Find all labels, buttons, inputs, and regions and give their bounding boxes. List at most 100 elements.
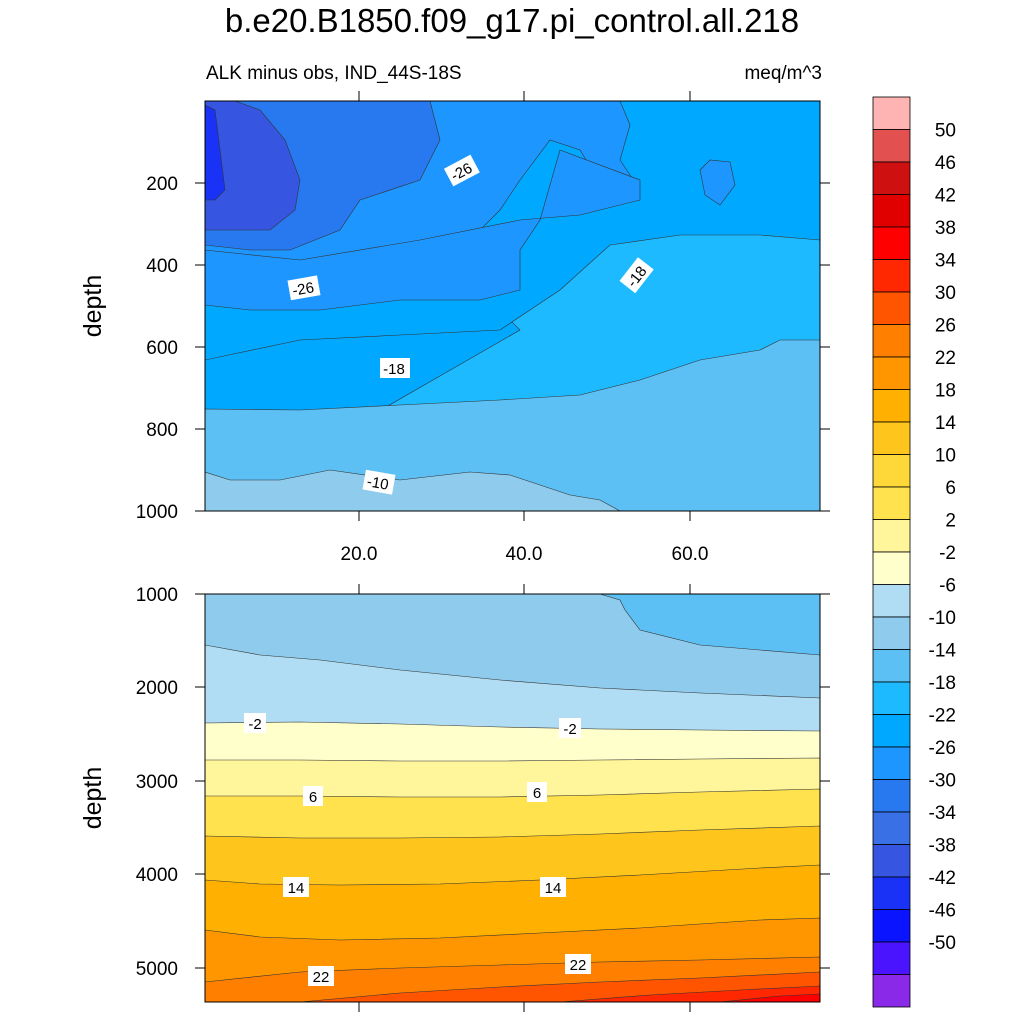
upper-contour-label: -18: [383, 361, 405, 378]
upper-contour-fill-m14: [205, 339, 820, 511]
upper-contour-fill-m10: [205, 469, 621, 511]
upper-contour-fill-m22-isle: [699, 159, 736, 206]
colorbar-label: 2: [945, 511, 956, 532]
lower-contour-label: 14: [545, 880, 562, 897]
colorbar-label: 38: [935, 218, 956, 239]
lower-contour-label: 6: [533, 785, 541, 802]
subtitle-variable: ALK minus obs, IND_44S-18S: [206, 63, 462, 84]
lower-contour-label: -2: [563, 721, 576, 738]
upper-plot-frame: [204, 100, 821, 512]
colorbar-swatch: [872, 876, 911, 910]
colorbar-swatch: [872, 844, 911, 878]
lower-contour-fill-p34: [719, 993, 820, 1002]
colorbar-swatch: [872, 486, 911, 520]
colorbar-swatch: [872, 746, 911, 780]
upper-y-axis-label: depth: [79, 275, 107, 338]
colorbar-swatch: [872, 616, 911, 650]
lower-y-tick-label: 1000: [136, 585, 178, 606]
colorbar-swatch: [872, 226, 911, 260]
lower-axis-ticks: [195, 584, 830, 1012]
colorbar-label: -6: [939, 576, 956, 597]
x-tick-label: 20.0: [341, 544, 378, 565]
colorbar-label: -50: [929, 933, 956, 954]
colorbar-label: -18: [929, 673, 956, 694]
colorbar-swatch: [872, 389, 911, 423]
colorbar-label: 10: [935, 446, 956, 467]
colorbar-swatch: [872, 584, 911, 618]
colorbar-label: -34: [929, 803, 957, 824]
upper-contour-label: -10: [366, 473, 390, 494]
colorbar-label: -42: [929, 868, 956, 889]
upper-contour-label: -26: [291, 279, 315, 300]
colorbar-label: -22: [929, 706, 956, 727]
colorbar-swatch: [872, 649, 911, 683]
lower-y-tick-label: 2000: [136, 678, 178, 699]
lower-contour-label: 14: [288, 880, 305, 897]
upper-contour-fill-m26b: [205, 149, 641, 311]
colorbar-label: 46: [935, 153, 956, 174]
colorbar-label: -38: [929, 836, 956, 857]
upper-axis-ticks: [195, 91, 830, 521]
colorbar-label: -14: [929, 641, 957, 662]
colorbar-swatch: [872, 779, 911, 813]
upper-contour-fill-m34: [205, 101, 301, 231]
colorbar-label: -30: [929, 771, 956, 792]
colorbar-swatch: [872, 551, 911, 585]
lower-y-tick-label: 4000: [136, 865, 178, 886]
colorbar-swatch: [872, 194, 911, 228]
colorbar-swatch: [872, 714, 911, 748]
lower-contour-label: 22: [313, 969, 330, 986]
lower-contour-fill-m14: [599, 594, 820, 656]
chart-title: b.e20.B1850.f09_g17.pi_control.all.218: [224, 2, 800, 39]
colorbar-label: 14: [935, 413, 957, 434]
colorbar-label: -26: [929, 738, 956, 759]
colorbar-swatch: [872, 974, 911, 1008]
colorbar-label: -2: [939, 543, 956, 564]
upper-contour-fill-m38: [205, 104, 226, 201]
colorbar-swatch: [872, 454, 911, 488]
lower-contour-label: 6: [309, 789, 317, 806]
x-tick-label: 60.0: [672, 544, 709, 565]
colorbar-swatch: [872, 519, 911, 553]
colorbar-swatch: [872, 681, 911, 715]
subtitle-units: meq/m^3: [744, 63, 822, 84]
lower-plot-frame: [204, 593, 821, 1003]
lower-contour-label: -2: [248, 716, 261, 733]
upper-y-tick-label: 600: [146, 338, 178, 359]
upper-y-tick-label: 200: [146, 174, 178, 195]
lower-panel: -2 -2 6 6 14 14 22 22 1000 2000 3000 400…: [79, 584, 830, 1012]
lower-contour-fill-p30: [559, 985, 820, 1002]
colorbar-swatch: [872, 909, 911, 943]
colorbar-swatch: [872, 811, 911, 845]
lower-y-tick-label: 3000: [136, 772, 178, 793]
upper-y-tick-label: 800: [146, 420, 178, 441]
lower-y-tick-label: 5000: [136, 959, 178, 980]
colorbar-swatch: [872, 421, 911, 455]
colorbar-swatch: [872, 161, 911, 195]
colorbar-label: 30: [935, 283, 956, 304]
colorbar-label: -46: [929, 901, 956, 922]
colorbar-swatch: [872, 324, 911, 358]
upper-y-tick-label: 1000: [136, 502, 178, 523]
lower-y-axis-label: depth: [79, 767, 107, 830]
colorbar: 50 46 42 38 34 30 26 22 18 14 10 6 2 -2 -6 -10 -14 -18 -22…: [872, 96, 957, 1008]
colorbar-label: 34: [935, 251, 957, 272]
upper-contour-labels: -26 -26 -18 -18 -10: [287, 154, 654, 495]
lower-contour-label: 22: [570, 957, 587, 974]
colorbar-label: 50: [935, 121, 956, 142]
x-tick-label: 40.0: [506, 544, 543, 565]
lower-contour-labels: -2 -2 6 6 14 14 22 22: [244, 713, 591, 986]
colorbar-label: 26: [935, 316, 956, 337]
colorbar-swatch: [872, 129, 911, 163]
colorbar-swatch: [872, 96, 911, 130]
colorbar-swatch: [872, 291, 911, 325]
colorbar-label: 6: [945, 478, 956, 499]
colorbar-label: 18: [935, 381, 956, 402]
colorbar-swatch: [872, 356, 911, 390]
colorbar-label: -10: [929, 608, 956, 629]
colorbar-swatch: [872, 259, 911, 293]
colorbar-label: 22: [935, 348, 956, 369]
colorbar-swatch: [872, 941, 911, 975]
upper-panel: -26 -26 -18 -18 -10 200 400 600 800 1000…: [79, 91, 830, 565]
